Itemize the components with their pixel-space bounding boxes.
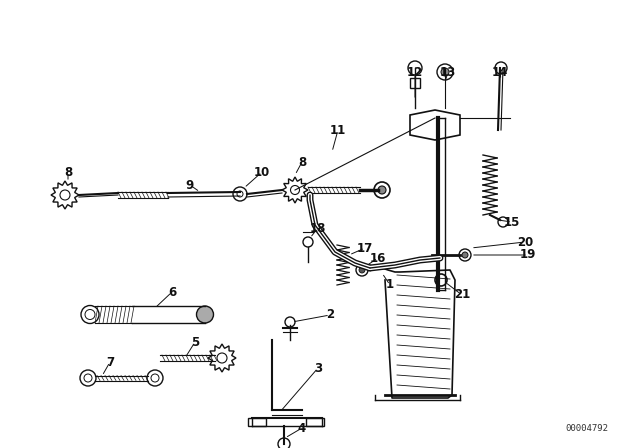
Text: 21: 21 <box>454 289 470 302</box>
Circle shape <box>441 68 449 76</box>
Text: 12: 12 <box>407 65 423 78</box>
Bar <box>410 78 420 88</box>
Text: 3: 3 <box>314 362 322 375</box>
Text: 13: 13 <box>440 65 456 78</box>
Text: 7: 7 <box>106 356 114 369</box>
Text: 8: 8 <box>298 155 306 168</box>
Bar <box>306 418 324 426</box>
Text: 20: 20 <box>517 236 533 249</box>
Text: 1: 1 <box>386 279 394 292</box>
Text: 8: 8 <box>64 165 72 178</box>
Text: 5: 5 <box>191 336 199 349</box>
Text: 11: 11 <box>330 124 346 137</box>
Text: 19: 19 <box>520 249 536 262</box>
Bar <box>248 418 266 426</box>
Text: 6: 6 <box>168 285 176 298</box>
Text: 18: 18 <box>310 221 326 234</box>
Text: 16: 16 <box>370 251 386 264</box>
Circle shape <box>378 186 386 194</box>
Text: 10: 10 <box>254 165 270 178</box>
Circle shape <box>359 267 365 273</box>
Text: 4: 4 <box>298 422 306 435</box>
Text: 2: 2 <box>326 309 334 322</box>
Text: 9: 9 <box>186 178 194 191</box>
Text: 14: 14 <box>492 65 508 78</box>
Circle shape <box>196 306 214 323</box>
Text: 00004792: 00004792 <box>565 423 608 432</box>
Text: 17: 17 <box>357 241 373 254</box>
Circle shape <box>462 252 468 258</box>
Text: 15: 15 <box>504 215 520 228</box>
